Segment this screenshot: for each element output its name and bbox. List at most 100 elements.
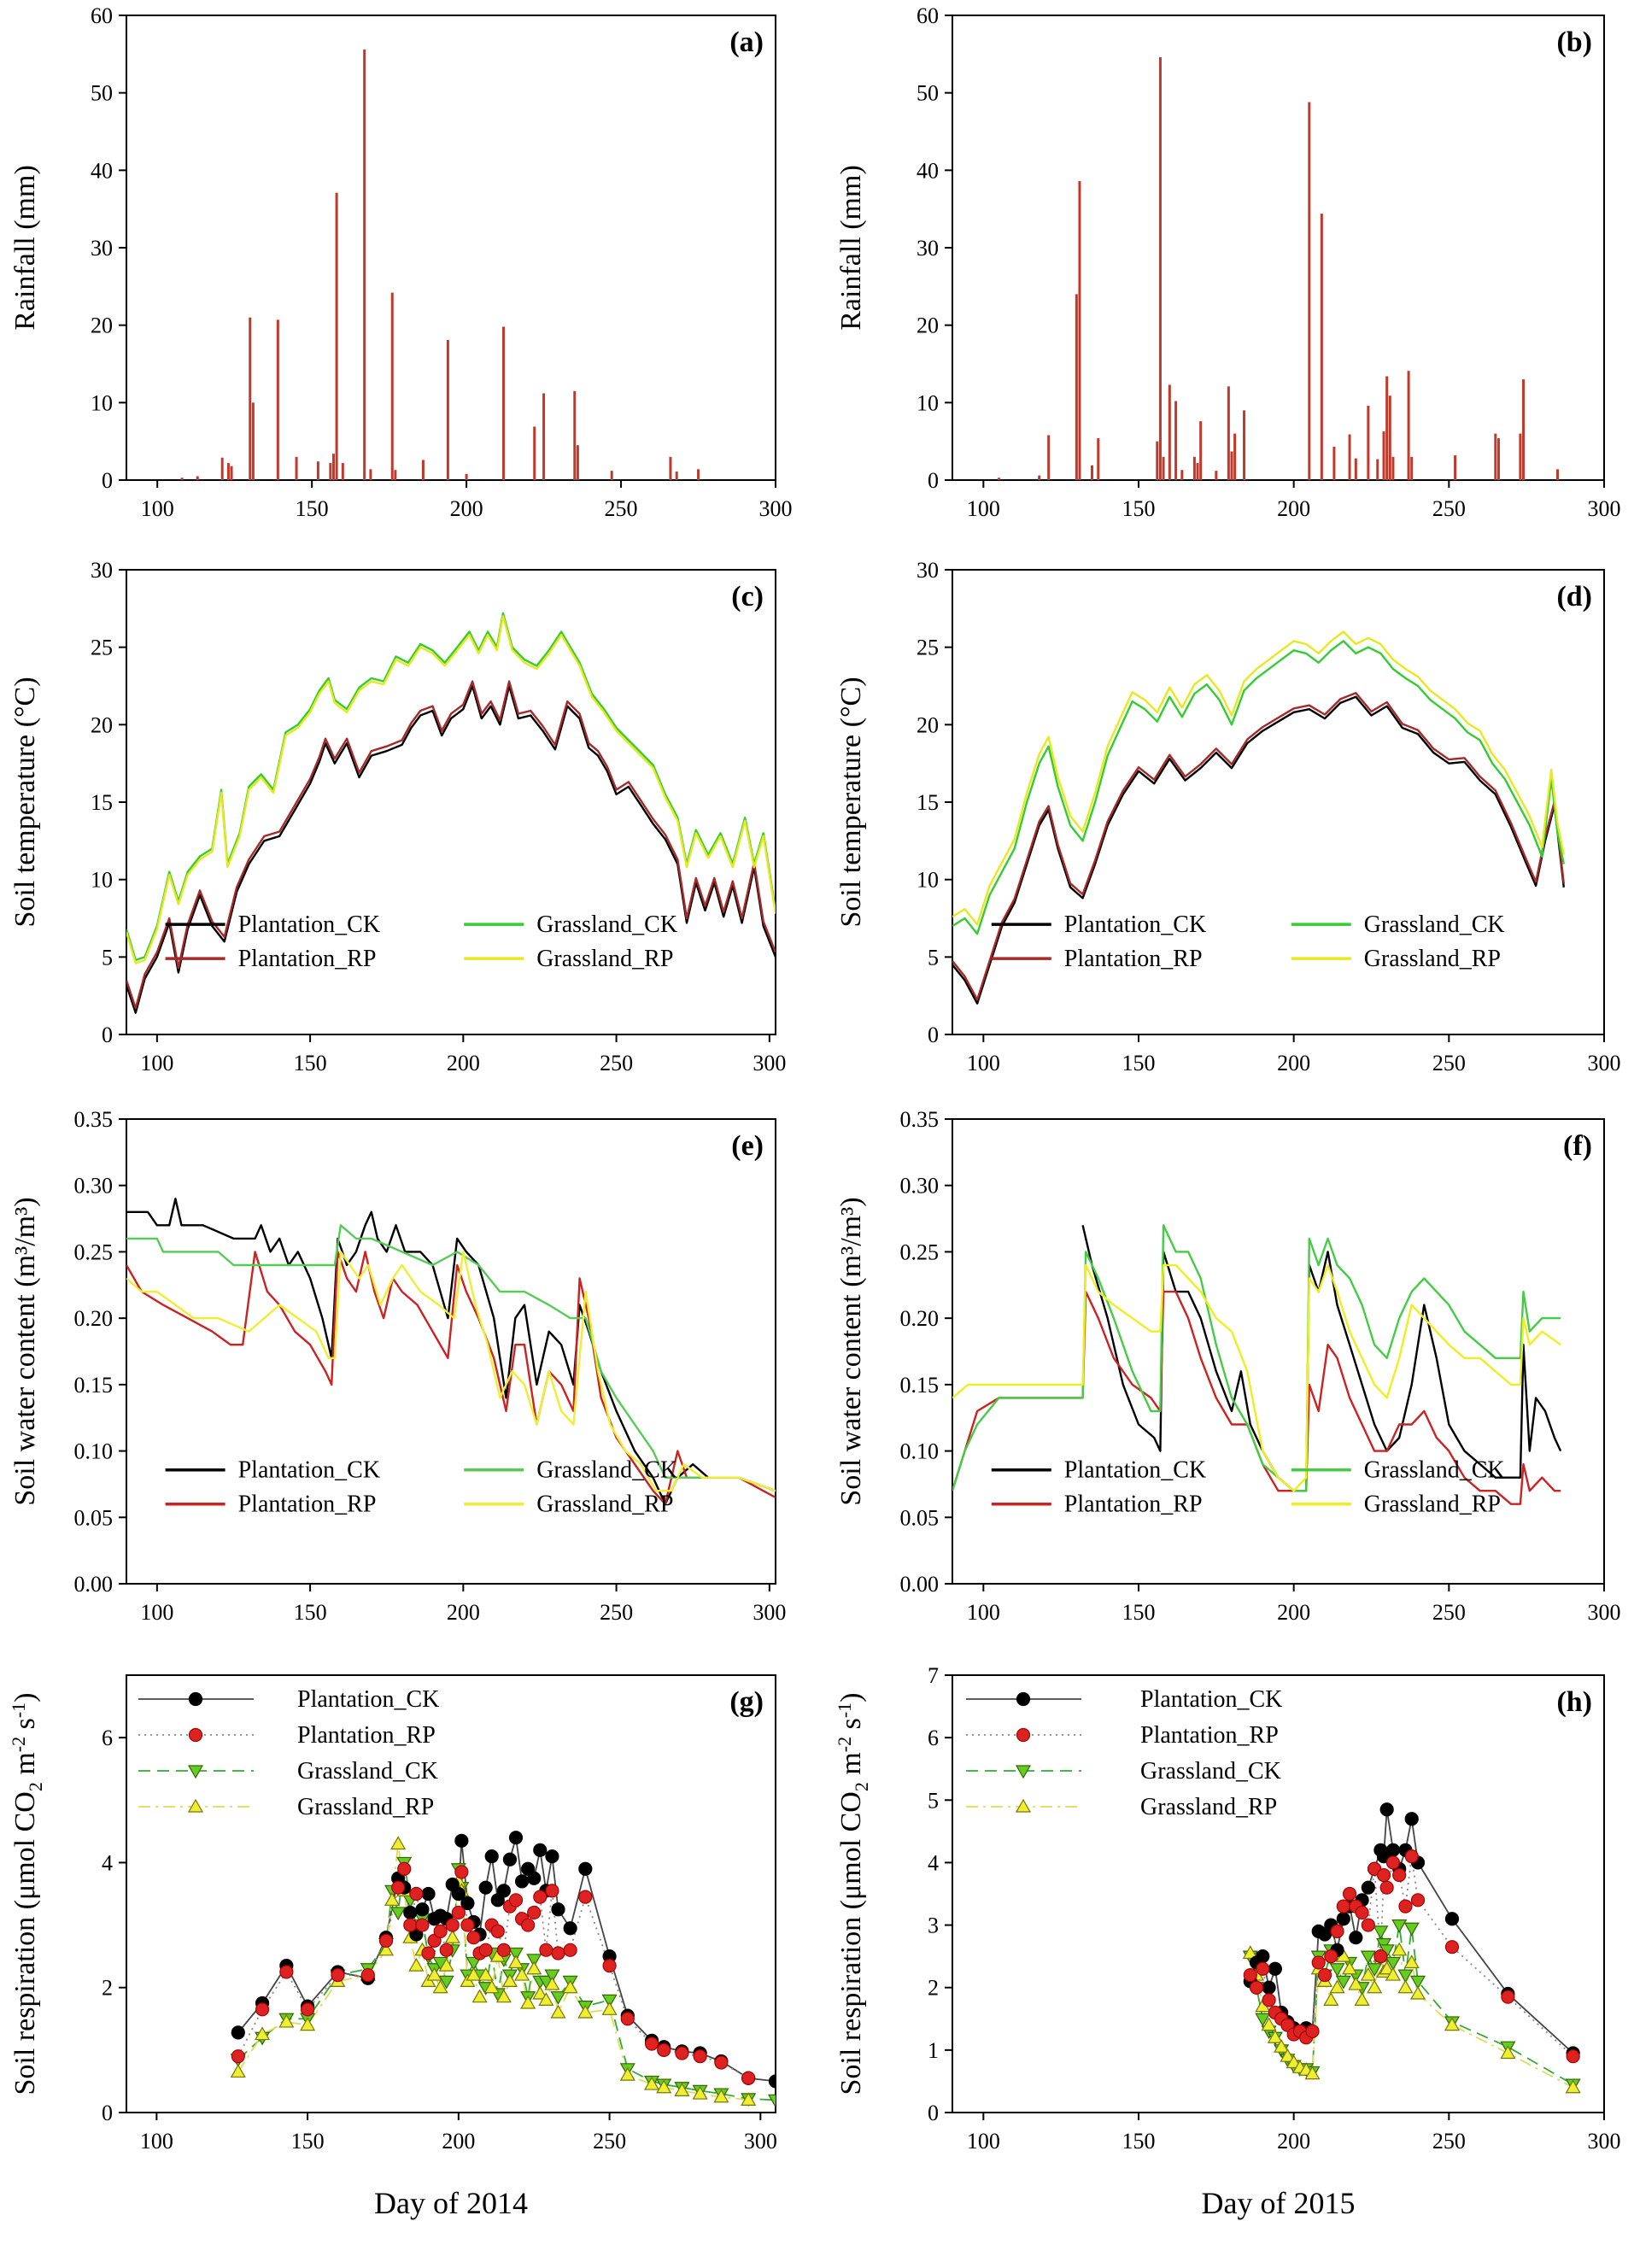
data-point-plantation-rp <box>657 2042 671 2057</box>
x-tick-label: 250 <box>600 1051 633 1075</box>
data-point-plantation-rp <box>1501 1990 1515 2004</box>
data-point-plantation-rp <box>1385 1855 1401 1870</box>
data-point-plantation-rp <box>620 2012 635 2026</box>
rain-bar <box>1162 456 1165 480</box>
x-tick-label: 200 <box>447 1600 480 1625</box>
x-tick-label: 100 <box>141 496 174 521</box>
y-axis-label-part: m <box>835 1752 867 1782</box>
y-axis-label: Rainfall (mm) <box>835 165 867 331</box>
data-point-plantation-rp <box>1324 1949 1338 1964</box>
y-tick-label: 0.20 <box>900 1306 940 1331</box>
rain-bar <box>1332 447 1336 480</box>
x-tick-label: 200 <box>447 1051 480 1075</box>
data-point-plantation-ck <box>768 2074 776 2089</box>
data-point-grassland-rp <box>477 1966 494 1981</box>
data-point-plantation-ck <box>533 1843 548 1857</box>
x-tick-label: 100 <box>140 1600 173 1625</box>
panel-f: 100 150 200 250 300 0.00 0.05 0.10 0.15 0.20 0.25 0… <box>835 1107 1621 1625</box>
data-point-grassland-rp <box>644 2076 660 2090</box>
legend-label: Grassland_RP <box>297 1794 434 1820</box>
x-tick-label: 100 <box>140 2129 173 2154</box>
series-line-plantation-ck <box>126 684 776 1014</box>
data-point-grassland-rp <box>378 1942 395 1956</box>
rain-bar <box>1376 459 1379 480</box>
data-point-plantation-rp <box>1566 2049 1580 2064</box>
data-point-grassland-ck <box>1385 1956 1401 1971</box>
y-tick-label: 30 <box>91 558 113 583</box>
rain-bar <box>1180 470 1184 480</box>
legend-label: Plantation_CK <box>297 1686 439 1713</box>
rain-bar <box>1078 181 1081 480</box>
x-tick-label: 200 <box>1277 2129 1310 2154</box>
data-point-grassland-rp <box>466 1966 482 1981</box>
legend-label: Plantation_CK <box>1064 1457 1206 1484</box>
legend-marker <box>1016 1691 1031 1707</box>
y-axis-label-part: -1 <box>8 1702 29 1718</box>
y-tick-label: 0.30 <box>900 1174 940 1198</box>
series-line-grassland-rp <box>952 1263 1561 1492</box>
rain-bar <box>998 478 1000 480</box>
data-point-grassland-rp <box>1348 1976 1364 1990</box>
data-point-grassland-rp <box>1304 2066 1321 2080</box>
data-point-plantation-rp <box>421 1946 436 1960</box>
data-point-grassland-rp <box>514 1966 530 1981</box>
y-tick-label: 10 <box>917 390 939 415</box>
y-tick-label: 0.35 <box>74 1107 114 1132</box>
rain-bar <box>1168 384 1171 480</box>
y-tick-label: 0.15 <box>900 1373 940 1398</box>
x-tick-label: 100 <box>967 496 1000 521</box>
y-axis-label-part: -2 <box>834 1737 855 1752</box>
x-tick-label: 150 <box>294 1600 327 1625</box>
data-point-plantation-rp <box>478 1943 493 1957</box>
data-point-plantation-ck <box>502 1852 518 1867</box>
panel-label: (b) <box>1556 26 1592 58</box>
data-point-grassland-rp <box>471 1989 488 2003</box>
x-tick-label: 150 <box>1122 496 1156 521</box>
data-point-plantation-rp <box>1444 1940 1460 1954</box>
series-line-grassland-ck <box>126 612 776 962</box>
data-point-plantation-ck <box>451 1886 466 1902</box>
data-point-grassland-rp <box>1354 1992 1370 2006</box>
data-point-grassland-ck <box>1360 1950 1376 1965</box>
y-tick-label: 5 <box>102 945 113 970</box>
data-point-grassland-rp <box>713 2089 729 2103</box>
rain-bar <box>1391 456 1395 480</box>
data-point-plantation-rp <box>508 1893 524 1908</box>
y-tick-label: 40 <box>91 158 113 183</box>
y-tick-label: 30 <box>917 558 939 583</box>
data-point-plantation-ck <box>551 1902 565 1917</box>
data-point-plantation-rp <box>433 1924 448 1938</box>
rain-bar <box>610 471 613 480</box>
series-line-grassland-ck <box>126 1224 776 1492</box>
data-point-grassland-rp <box>1409 1985 1426 2000</box>
rain-bar <box>1522 379 1526 480</box>
x-tick-label: 300 <box>1588 1051 1621 1075</box>
data-point-plantation-ck <box>478 1880 493 1895</box>
y-axis-label: Soil water content (m³/m³) <box>835 1197 867 1505</box>
y-tick-label: 25 <box>917 636 939 660</box>
data-point-plantation-ck <box>454 1833 469 1848</box>
y-axis-label-part: 2 <box>851 1782 872 1791</box>
data-point-grassland-ck <box>1403 1922 1420 1937</box>
y-tick-label: 20 <box>917 314 939 338</box>
data-point-grassland-ck <box>1329 1963 1345 1977</box>
data-point-grassland-rp <box>230 2064 246 2078</box>
x-tick-label: 200 <box>442 2129 475 2154</box>
rain-bar <box>542 393 546 480</box>
data-point-plantation-rp <box>439 1943 454 1957</box>
data-point-plantation-ck <box>1361 1880 1375 1895</box>
x-tick-label: 100 <box>140 1051 173 1075</box>
data-point-plantation-rp <box>741 2071 756 2085</box>
data-point-grassland-rp <box>1242 1945 1258 1960</box>
data-point-plantation-rp <box>563 1943 577 1957</box>
data-point-grassland-rp <box>1274 2038 1290 2053</box>
y-axis-label-part: s <box>9 1718 41 1737</box>
y-tick-label: 20 <box>917 712 939 737</box>
data-point-plantation-rp <box>644 2037 659 2051</box>
data-point-plantation-ck <box>527 1871 542 1885</box>
data-point-plantation-rp <box>1256 1961 1270 1976</box>
data-point-plantation-rp <box>460 1918 475 1932</box>
data-point-grassland-ck <box>390 1907 407 1921</box>
legend-label: Plantation_CK <box>238 1457 380 1484</box>
plot-frame <box>126 1118 776 1585</box>
